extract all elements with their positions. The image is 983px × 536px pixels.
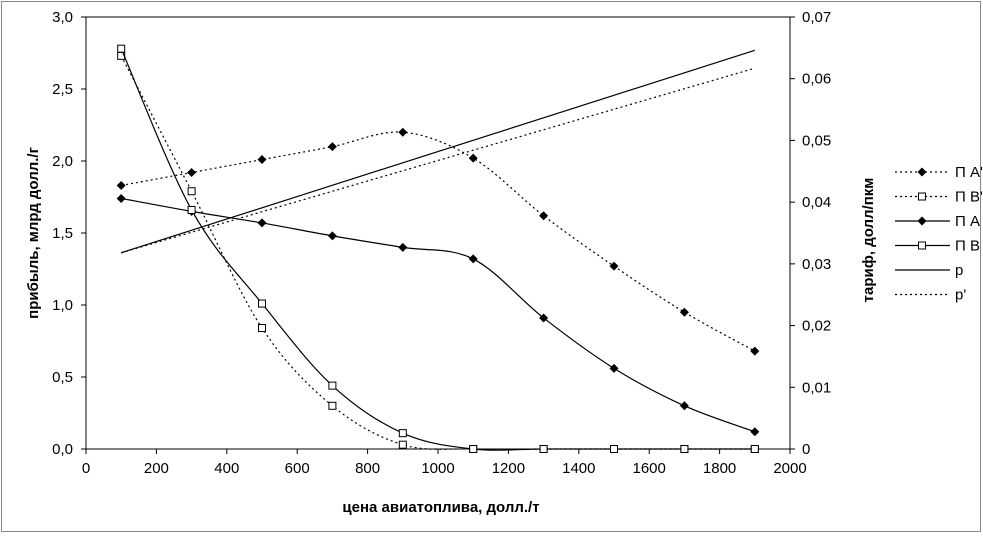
- legend-label: p: [955, 262, 963, 279]
- legend-swatch-marker: [918, 241, 926, 250]
- series-2-point: [258, 324, 266, 333]
- y2-tick-label: 0,03: [802, 256, 831, 273]
- y-tick-label: 0,0: [52, 441, 73, 458]
- series-4-point: [469, 445, 478, 453]
- series-3-point: [609, 363, 619, 373]
- chart-marks: 0 200 400 600 800 1000 1200 1400 1600 1800 2000 0,0…: [52, 9, 831, 477]
- y2-tick-label: 0: [802, 441, 810, 458]
- series-3-point: [539, 313, 549, 323]
- series-1-line: [121, 131, 756, 352]
- y2-tick-label: 0,02: [802, 318, 831, 335]
- y-axis-title: прибыль, млрд долл./г: [25, 147, 42, 319]
- x-tick-label: 2000: [773, 460, 806, 477]
- y-tick-label: 2,0: [52, 153, 73, 170]
- series-4-point: [750, 445, 759, 453]
- series-3-line: [121, 197, 756, 433]
- series-1-point: [609, 261, 619, 271]
- series-3-point: [468, 254, 478, 264]
- y-tick-label: 3,0: [52, 9, 73, 26]
- series-3-point: [257, 218, 267, 228]
- x-tick-label: 600: [285, 460, 310, 477]
- series-4-point: [187, 205, 196, 214]
- series-3-point: [327, 231, 337, 241]
- legend-label: П В: [955, 238, 980, 255]
- series-2-point: [187, 187, 196, 196]
- y-tick-label: 1,5: [52, 225, 73, 242]
- series-1-point: [539, 211, 549, 221]
- plot-area-border: [85, 16, 791, 450]
- series-2-line: [120, 55, 755, 450]
- series-3-point: [116, 193, 126, 203]
- series-6-line: [121, 67, 755, 254]
- x-tick-label: 200: [144, 460, 169, 477]
- legend-label: p': [955, 287, 966, 304]
- series-4-point: [328, 381, 337, 390]
- legend-swatch-marker: [917, 216, 927, 226]
- y2-tick-label: 0,06: [802, 71, 831, 88]
- series-3-point: [679, 401, 689, 411]
- y2-tick-label: 0,05: [802, 132, 831, 149]
- series-5-line: [121, 49, 755, 254]
- y-tick-label: 2,5: [52, 81, 73, 98]
- series-3-point: [750, 427, 760, 437]
- x-tick-label: 1600: [633, 460, 666, 477]
- y-tick-label: 1,0: [52, 297, 73, 314]
- series-1-point: [187, 168, 197, 178]
- series-1-point: [468, 153, 478, 163]
- y-tick-label: 0,5: [52, 369, 73, 386]
- series-1-point: [257, 155, 267, 165]
- series-1-point: [398, 127, 408, 137]
- x-tick-label: 1000: [421, 460, 454, 477]
- series-3-point: [398, 242, 408, 252]
- series-4-line: [120, 48, 755, 451]
- series-2-point: [398, 440, 407, 449]
- series-4-point: [680, 445, 689, 453]
- series-1-point: [750, 346, 760, 356]
- x-tick-label: 1400: [562, 460, 595, 477]
- x-tick-label: 800: [355, 460, 380, 477]
- x-axis-title: цена авиатоплива, долл./т: [342, 499, 539, 516]
- y2-tick-label: 0,01: [802, 379, 831, 396]
- legend: П А' П В' П А П В p p': [895, 164, 983, 304]
- series-4-point: [117, 44, 126, 53]
- series-4-point: [398, 429, 407, 438]
- y2-tick-label: 0,04: [802, 194, 831, 211]
- y2-axis-title: тариф, долл/пкм: [860, 178, 877, 303]
- series-4-point: [610, 445, 618, 453]
- x-tick-label: 400: [214, 460, 239, 477]
- legend-swatch-marker: [918, 192, 926, 201]
- legend-label: П А: [955, 213, 980, 230]
- series-1-point: [327, 142, 337, 152]
- x-tick-label: 1200: [492, 460, 525, 477]
- legend-swatch-marker: [917, 167, 927, 177]
- legend-label: П А': [955, 164, 983, 181]
- legend-label: П В': [955, 189, 983, 206]
- series-4-point: [539, 445, 548, 453]
- y2-tick-label: 0,07: [802, 9, 831, 26]
- series-4-point: [258, 299, 266, 308]
- x-tick-label: 0: [82, 460, 90, 477]
- x-tick-label: 1800: [703, 460, 736, 477]
- series-1-point: [116, 180, 126, 190]
- series-1-point: [679, 307, 689, 317]
- series-2-point: [328, 401, 337, 410]
